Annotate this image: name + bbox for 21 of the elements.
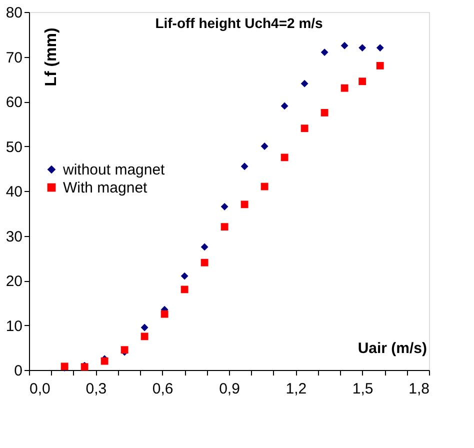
y-tick-label: 50	[6, 138, 22, 156]
y-tick-label: 60	[6, 94, 22, 111]
x-tick-label: 0,9	[219, 380, 240, 398]
y-axis-title: Lf (mm)	[43, 28, 60, 86]
chart-title: Lif-off height Uch4=2 m/s	[155, 15, 324, 31]
x-tick-label: 1,5	[352, 380, 374, 398]
y-tick-label: 70	[6, 49, 22, 66]
x-tick-label: 1,2	[286, 380, 307, 398]
x-tick-label: 1,8	[408, 380, 430, 398]
x-tick-label: 0,3	[86, 380, 107, 398]
y-tick-label: 80	[6, 4, 22, 22]
y-tick-label: 40	[6, 184, 22, 200]
x-tick-label: 0,0	[30, 380, 50, 398]
legend-label: without magnet	[62, 162, 166, 178]
y-tick-label: 20	[6, 273, 22, 290]
y-tick-label: 10	[6, 318, 22, 335]
y-tick-label: 0	[14, 362, 22, 380]
y-tick-label: 30	[6, 228, 22, 246]
x-tick-label: 0,6	[152, 380, 174, 398]
legend-label: With magnet	[63, 180, 148, 196]
x-axis-title: Uair (m/s)	[358, 340, 427, 357]
